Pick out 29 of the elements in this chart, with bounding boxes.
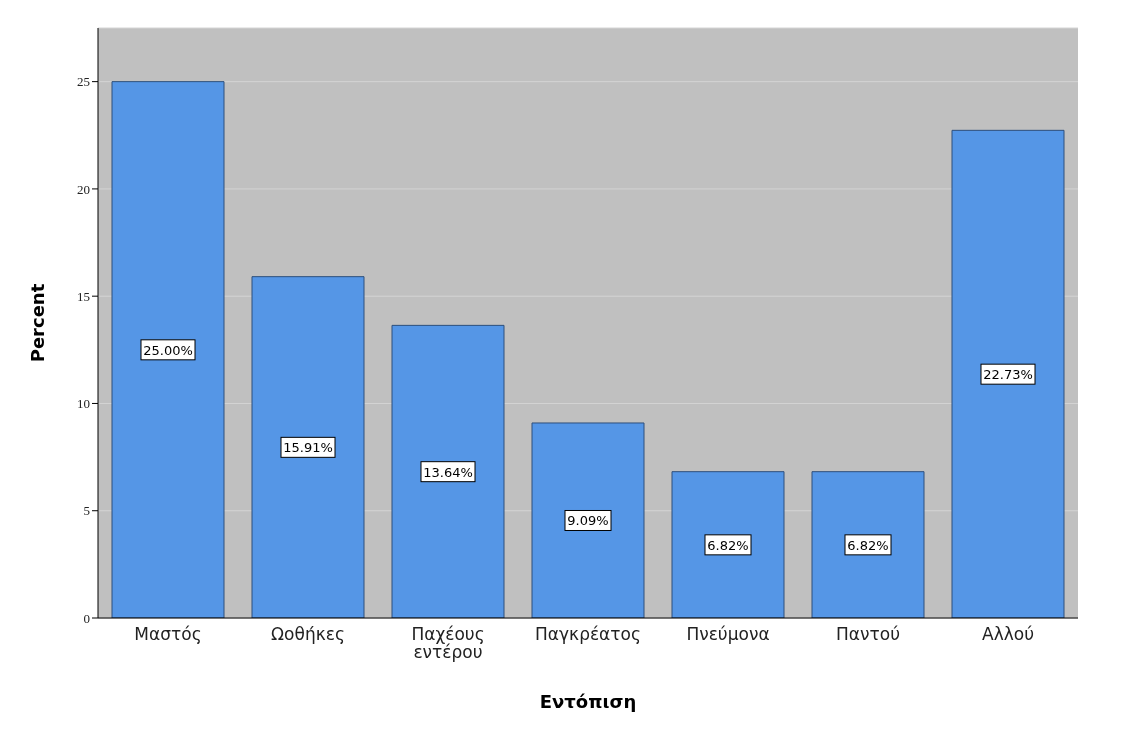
data-label: 15.91% — [283, 440, 333, 456]
x-tick-label: Αλλού — [982, 624, 1034, 644]
bar — [391, 324, 505, 618]
y-tick-label: 15 — [77, 288, 90, 304]
x-axis-title: Εντόπιση — [539, 691, 637, 712]
y-tick-label: 5 — [83, 503, 90, 519]
x-tick-label: Παγκρέατος — [535, 624, 641, 644]
y-tick-label: 25 — [77, 74, 90, 90]
x-tick-label: Παντού — [836, 624, 900, 644]
x-tick-label: Πνεύμονα — [686, 624, 770, 644]
y-tick-label: 0 — [83, 610, 90, 626]
bar — [251, 276, 365, 618]
data-label: 22.73% — [983, 367, 1033, 383]
y-tick-label: 10 — [77, 396, 90, 412]
x-tick-label: Μαστός — [134, 624, 202, 644]
x-tick-label: Παχέους εντέρου — [411, 624, 485, 662]
bar — [951, 129, 1065, 618]
x-tick-label: Ωοθήκες — [271, 624, 345, 644]
y-axis-title: Percent — [27, 283, 49, 363]
bar — [671, 471, 785, 618]
data-label: 9.09% — [567, 513, 609, 529]
bar — [811, 471, 925, 618]
data-label: 25.00% — [143, 342, 193, 358]
data-label: 6.82% — [847, 537, 889, 553]
bar — [531, 422, 645, 618]
data-label: 6.82% — [707, 537, 749, 553]
y-tick-label: 20 — [77, 181, 90, 197]
bar — [111, 81, 225, 618]
data-label: 13.64% — [423, 464, 473, 480]
